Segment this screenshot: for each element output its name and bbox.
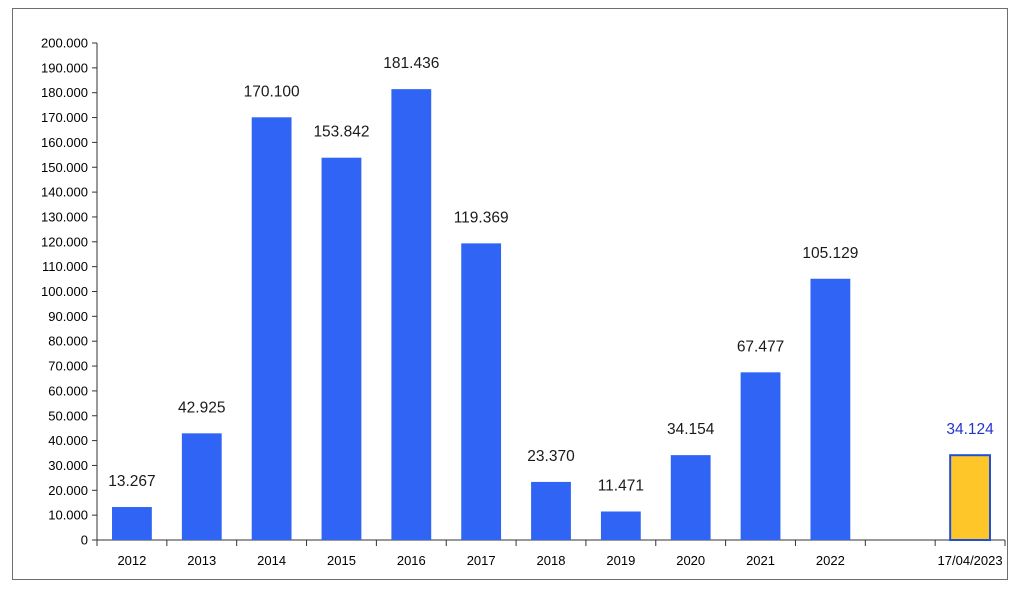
x-tick-label: 2016: [397, 553, 426, 568]
data-label: 181.436: [383, 55, 439, 72]
y-tick-label: 130.000: [41, 209, 88, 224]
x-axis: 2012 2013 2014 2015 2016 2017 2018 2019 2020 2021…: [96, 539, 1006, 568]
data-label: 153.842: [313, 124, 369, 141]
data-labels: 13.267 42.925 170.100 153.842 181.436 119.369…: [108, 55, 994, 494]
y-tick-label: 170.000: [41, 110, 88, 125]
y-tick-label: 20.000: [48, 483, 88, 498]
y-tick-label: 50.000: [48, 408, 88, 423]
x-tick-label: 2022: [816, 553, 845, 568]
bar: [531, 481, 571, 540]
y-tick-label: 100.000: [41, 284, 88, 299]
x-tick-label: 2012: [117, 553, 146, 568]
y-tick-label: 110.000: [42, 259, 88, 274]
data-label: 105.129: [802, 245, 858, 262]
y-tick-label: 70.000: [48, 359, 88, 374]
y-tick-label: 200.000: [41, 36, 88, 51]
y-tick-label: 180.000: [41, 85, 88, 100]
data-label: 23.370: [527, 448, 575, 465]
data-label: 42.925: [178, 399, 225, 416]
bar: [461, 243, 502, 540]
y-tick-label: 190.000: [41, 60, 88, 75]
bar: [391, 89, 432, 541]
x-tick-label: 2013: [187, 553, 216, 568]
y-tick-label: 120.000: [41, 234, 88, 249]
x-tick-label: 2014: [257, 553, 286, 568]
highlight-bar: [949, 454, 991, 542]
bar-chart: 0 10.000 20.000 30.000 40.000 50.000 60.000 70.…: [41, 36, 1006, 568]
data-label: 34.154: [667, 421, 715, 438]
bars: [112, 89, 991, 542]
data-label: 34.124: [946, 421, 994, 438]
bar: [600, 511, 641, 540]
y-tick-label: 10.000: [48, 508, 88, 523]
bar: [112, 507, 152, 540]
x-tick-label: 2020: [676, 553, 705, 568]
data-label: 170.100: [244, 83, 300, 100]
y-tick-label: 150.000: [41, 160, 88, 175]
data-label: 119.369: [454, 209, 509, 226]
x-tick-label: 2019: [606, 553, 635, 568]
y-tick-label: 80.000: [48, 334, 88, 349]
bar: [251, 117, 292, 540]
data-label: 11.471: [598, 477, 644, 494]
bar: [810, 278, 851, 540]
y-tick-label: 30.000: [48, 458, 88, 473]
bar: [321, 157, 362, 540]
x-tick-label: 2015: [327, 553, 356, 568]
bar: [670, 455, 711, 540]
x-tick-label: 2017: [467, 553, 496, 568]
bar: [181, 433, 222, 540]
y-tick-label: 0: [81, 533, 88, 548]
data-label: 13.267: [108, 473, 155, 490]
y-axis: 0 10.000 20.000 30.000 40.000 50.000 60.000 70.…: [41, 36, 98, 548]
bar: [740, 372, 781, 540]
x-tick-label: 17/04/2023: [938, 553, 1003, 568]
x-tick-label: 2021: [746, 553, 775, 568]
y-tick-label: 40.000: [48, 433, 88, 448]
x-tick-label: 2018: [537, 553, 566, 568]
data-label: 67.477: [737, 338, 784, 355]
y-tick-label: 160.000: [41, 135, 88, 150]
y-tick-label: 140.000: [41, 185, 88, 200]
y-tick-label: 60.000: [48, 383, 88, 398]
y-tick-label: 90.000: [48, 309, 88, 324]
chart-frame: 0 10.000 20.000 30.000 40.000 50.000 60.000 70.…: [12, 8, 1008, 580]
